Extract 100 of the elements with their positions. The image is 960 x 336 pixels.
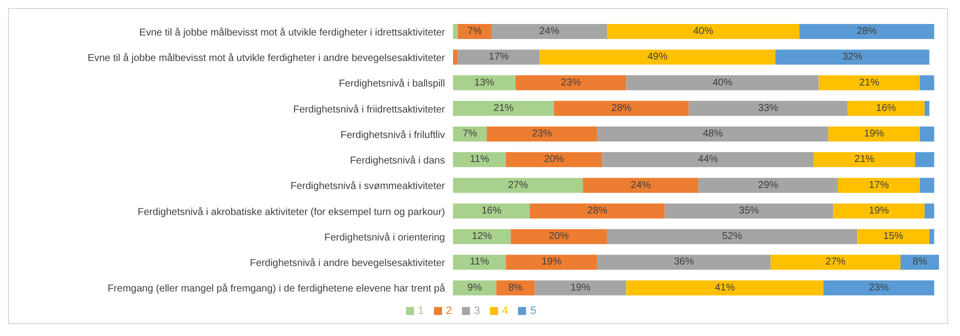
data-label: 19% [542,256,562,268]
bar [857,229,930,244]
data-label: 12% [472,231,492,242]
bar [626,75,819,90]
bar [664,203,834,218]
data-label: 7% [462,128,478,140]
bar [920,178,934,193]
bar [458,24,492,39]
data-label: 16% [481,205,502,216]
bar [453,75,516,90]
data-label: 11% [470,256,490,268]
bar [491,24,607,39]
data-label: 17% [488,52,509,63]
y-tick-label: Ferdighetsnivå i dans [350,154,445,167]
bar [510,229,607,244]
legend-label: 2 [446,305,452,317]
y-tick-label: Fremgang (eller mangel på fremgang) i de ferdighetene elevene har trent på [108,282,446,295]
data-label: 19% [868,205,889,216]
data-label: 7% [467,26,482,37]
bar [838,178,920,193]
data-label: 32% [842,52,862,63]
bar [824,280,934,296]
bar [554,100,689,116]
data-label: 28% [587,205,608,216]
data-label: 27% [826,256,846,268]
bar [453,50,458,65]
bar [818,75,920,90]
data-label: 48% [702,128,723,140]
bar [458,50,540,65]
bar [597,126,828,142]
bar [775,50,930,65]
data-label: 23% [560,77,582,88]
data-label: 49% [647,52,668,63]
bar [453,24,458,39]
bar [799,24,934,39]
bar [597,254,771,270]
data-label: 19% [864,128,884,140]
bar [534,280,626,296]
y-tick-label: Evne til å jobbe målbevisst mot å utvikle ferdigheter i andre bevegelsesaktiviteter [88,52,446,64]
bar [606,24,800,39]
data-label: 21% [854,154,875,166]
data-label: 36% [674,256,694,268]
bar [606,229,858,244]
bar [453,100,554,116]
legend-label: 4 [502,305,508,317]
bar [453,178,583,193]
bar [924,100,930,116]
data-label: 23% [532,128,552,140]
bar [453,229,511,244]
bar [486,126,598,142]
data-label: 24% [630,180,651,191]
bar [626,280,824,296]
data-label: 28% [856,26,877,37]
data-label: 41% [714,282,735,294]
bar [688,100,848,116]
bar [929,229,934,244]
bar [814,152,915,168]
bar [914,152,934,168]
bar [770,254,901,270]
data-label: 24% [539,26,560,37]
legend-label: 5 [530,305,536,317]
data-label: 13% [474,77,494,88]
data-label: 20% [548,231,569,242]
data-label: 35% [738,205,760,216]
data-label: 40% [712,77,733,88]
data-label: 21% [859,77,880,88]
bar [848,100,925,116]
data-label: 15% [883,231,904,242]
data-label: 8% [912,256,928,268]
data-label: 8% [508,282,523,294]
y-tick-label: Ferdighetsnivå i friluftliv [340,128,445,141]
bar [453,203,530,218]
data-label: 33% [758,102,778,114]
data-label: 17% [868,180,889,191]
bar [506,254,598,270]
data-label: 28% [611,102,632,114]
bar [900,254,939,270]
bar [530,203,665,218]
bar [602,152,814,168]
y-tick-label: Ferdighetsnivå i svømmeaktiviteter [290,180,446,192]
bar [540,50,776,65]
data-label: 27% [508,180,528,191]
bar [920,126,934,142]
data-label: 29% [758,180,778,191]
bar [833,203,925,218]
data-label: 11% [470,154,490,166]
data-label: 40% [693,26,714,37]
data-label: 20% [544,154,564,166]
y-tick-label: Ferdighetsnivå i ballspill [338,78,445,90]
data-label: 23% [868,282,889,294]
bar [506,152,602,168]
y-tick-label: Ferdighetsnivå i friidrettsaktiviteter [293,103,446,116]
bar [453,254,506,270]
legend-label: 3 [474,305,480,317]
bar [582,178,698,193]
y-tick-label: Evne til å jobbe målbevisst mot å utvikle ferdigheter i idrettsaktiviteter [139,26,446,38]
bar [828,126,920,142]
bar [453,126,487,142]
bar [698,178,838,193]
data-label: 52% [722,231,742,242]
